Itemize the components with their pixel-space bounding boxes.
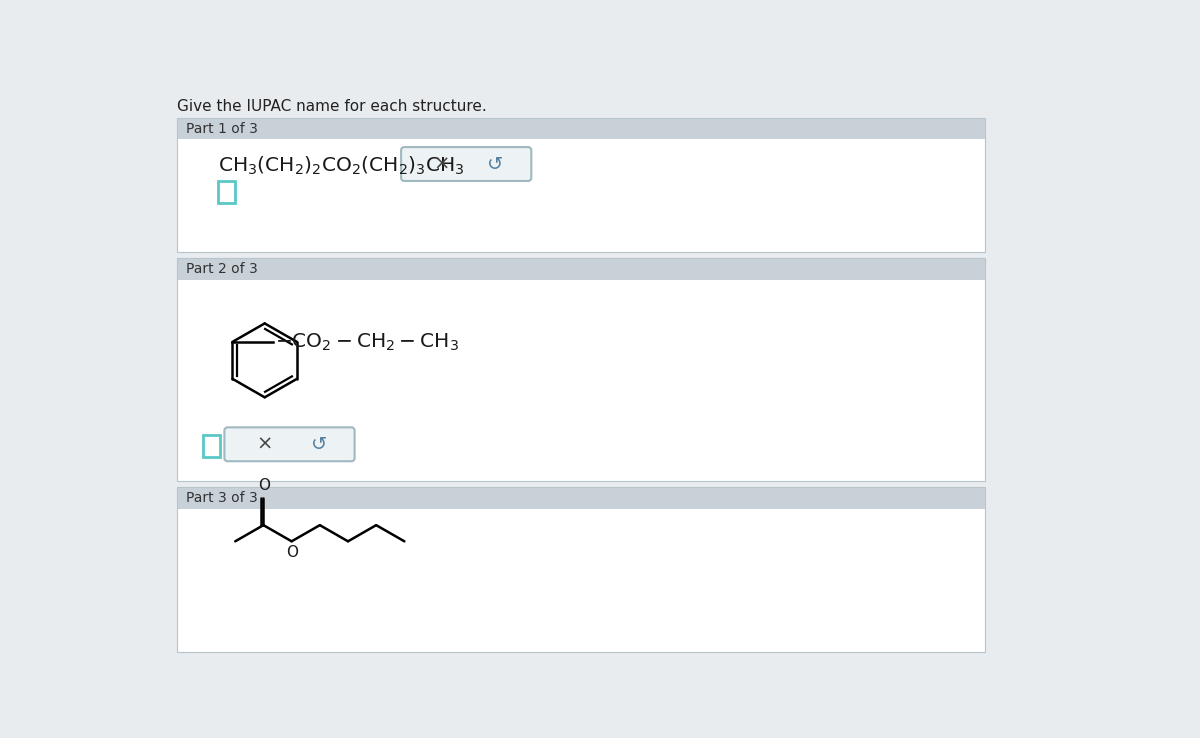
Text: O: O [287, 545, 299, 560]
Text: ↺: ↺ [311, 435, 328, 454]
FancyBboxPatch shape [224, 427, 355, 461]
Bar [178, 487, 985, 652]
Text: ×: × [257, 435, 272, 454]
FancyBboxPatch shape [401, 147, 532, 181]
Text: Give the IUPAC name for each structure.: Give the IUPAC name for each structure. [178, 100, 487, 114]
Text: O: O [258, 478, 270, 493]
Text: $\mathregular{CH_3(CH_2)_2CO_2(CH_2)_3CH_3}$: $\mathregular{CH_3(CH_2)_2CO_2(CH_2)_3CH… [218, 154, 464, 176]
Bar [203, 435, 220, 457]
Text: $\mathregular{-CO_2-CH_2-CH_3}$: $\mathregular{-CO_2-CH_2-CH_3}$ [275, 331, 460, 353]
Bar [178, 118, 985, 252]
Text: Part 3 of 3: Part 3 of 3 [186, 492, 258, 506]
Bar [178, 118, 985, 139]
Bar [178, 487, 985, 509]
Text: Part 1 of 3: Part 1 of 3 [186, 122, 258, 136]
Bar [178, 258, 985, 481]
Text: ×: × [433, 154, 450, 173]
Text: ↺: ↺ [487, 154, 504, 173]
Bar [178, 280, 985, 481]
Bar [218, 181, 235, 202]
Bar [178, 509, 985, 652]
Bar [178, 258, 985, 280]
Text: Part 2 of 3: Part 2 of 3 [186, 262, 258, 276]
Bar [178, 139, 985, 252]
